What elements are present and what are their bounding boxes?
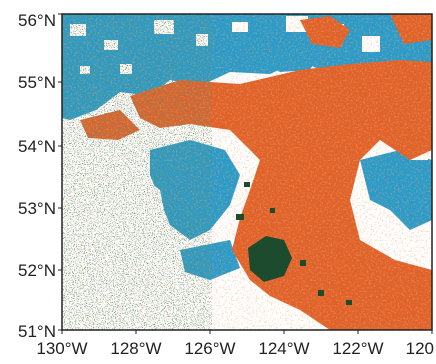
y-tick-label: 53°N	[18, 199, 56, 218]
x-tick-label: 120	[406, 339, 434, 358]
x-tick-label: 126°W	[184, 339, 235, 358]
x-axis: 130°W 128°W 126°W 124°W 122°W 120	[36, 330, 434, 358]
y-tick-label: 55°N	[18, 73, 56, 92]
y-tick-label: 56°N	[18, 11, 56, 30]
dark-green-class-region	[236, 182, 352, 305]
y-tick-label: 51°N	[18, 322, 56, 341]
x-tick-label: 124°W	[258, 339, 309, 358]
x-tick-label: 130°W	[36, 339, 87, 358]
map-frame	[61, 13, 433, 331]
y-axis: 51°N 52°N 53°N 54°N 55°N 56°N	[18, 11, 62, 341]
y-tick-label: 52°N	[18, 261, 56, 280]
x-tick-label: 128°W	[110, 339, 161, 358]
map-raster	[62, 14, 432, 330]
x-tick-label: 122°W	[332, 339, 383, 358]
y-tick-label: 54°N	[18, 137, 56, 156]
